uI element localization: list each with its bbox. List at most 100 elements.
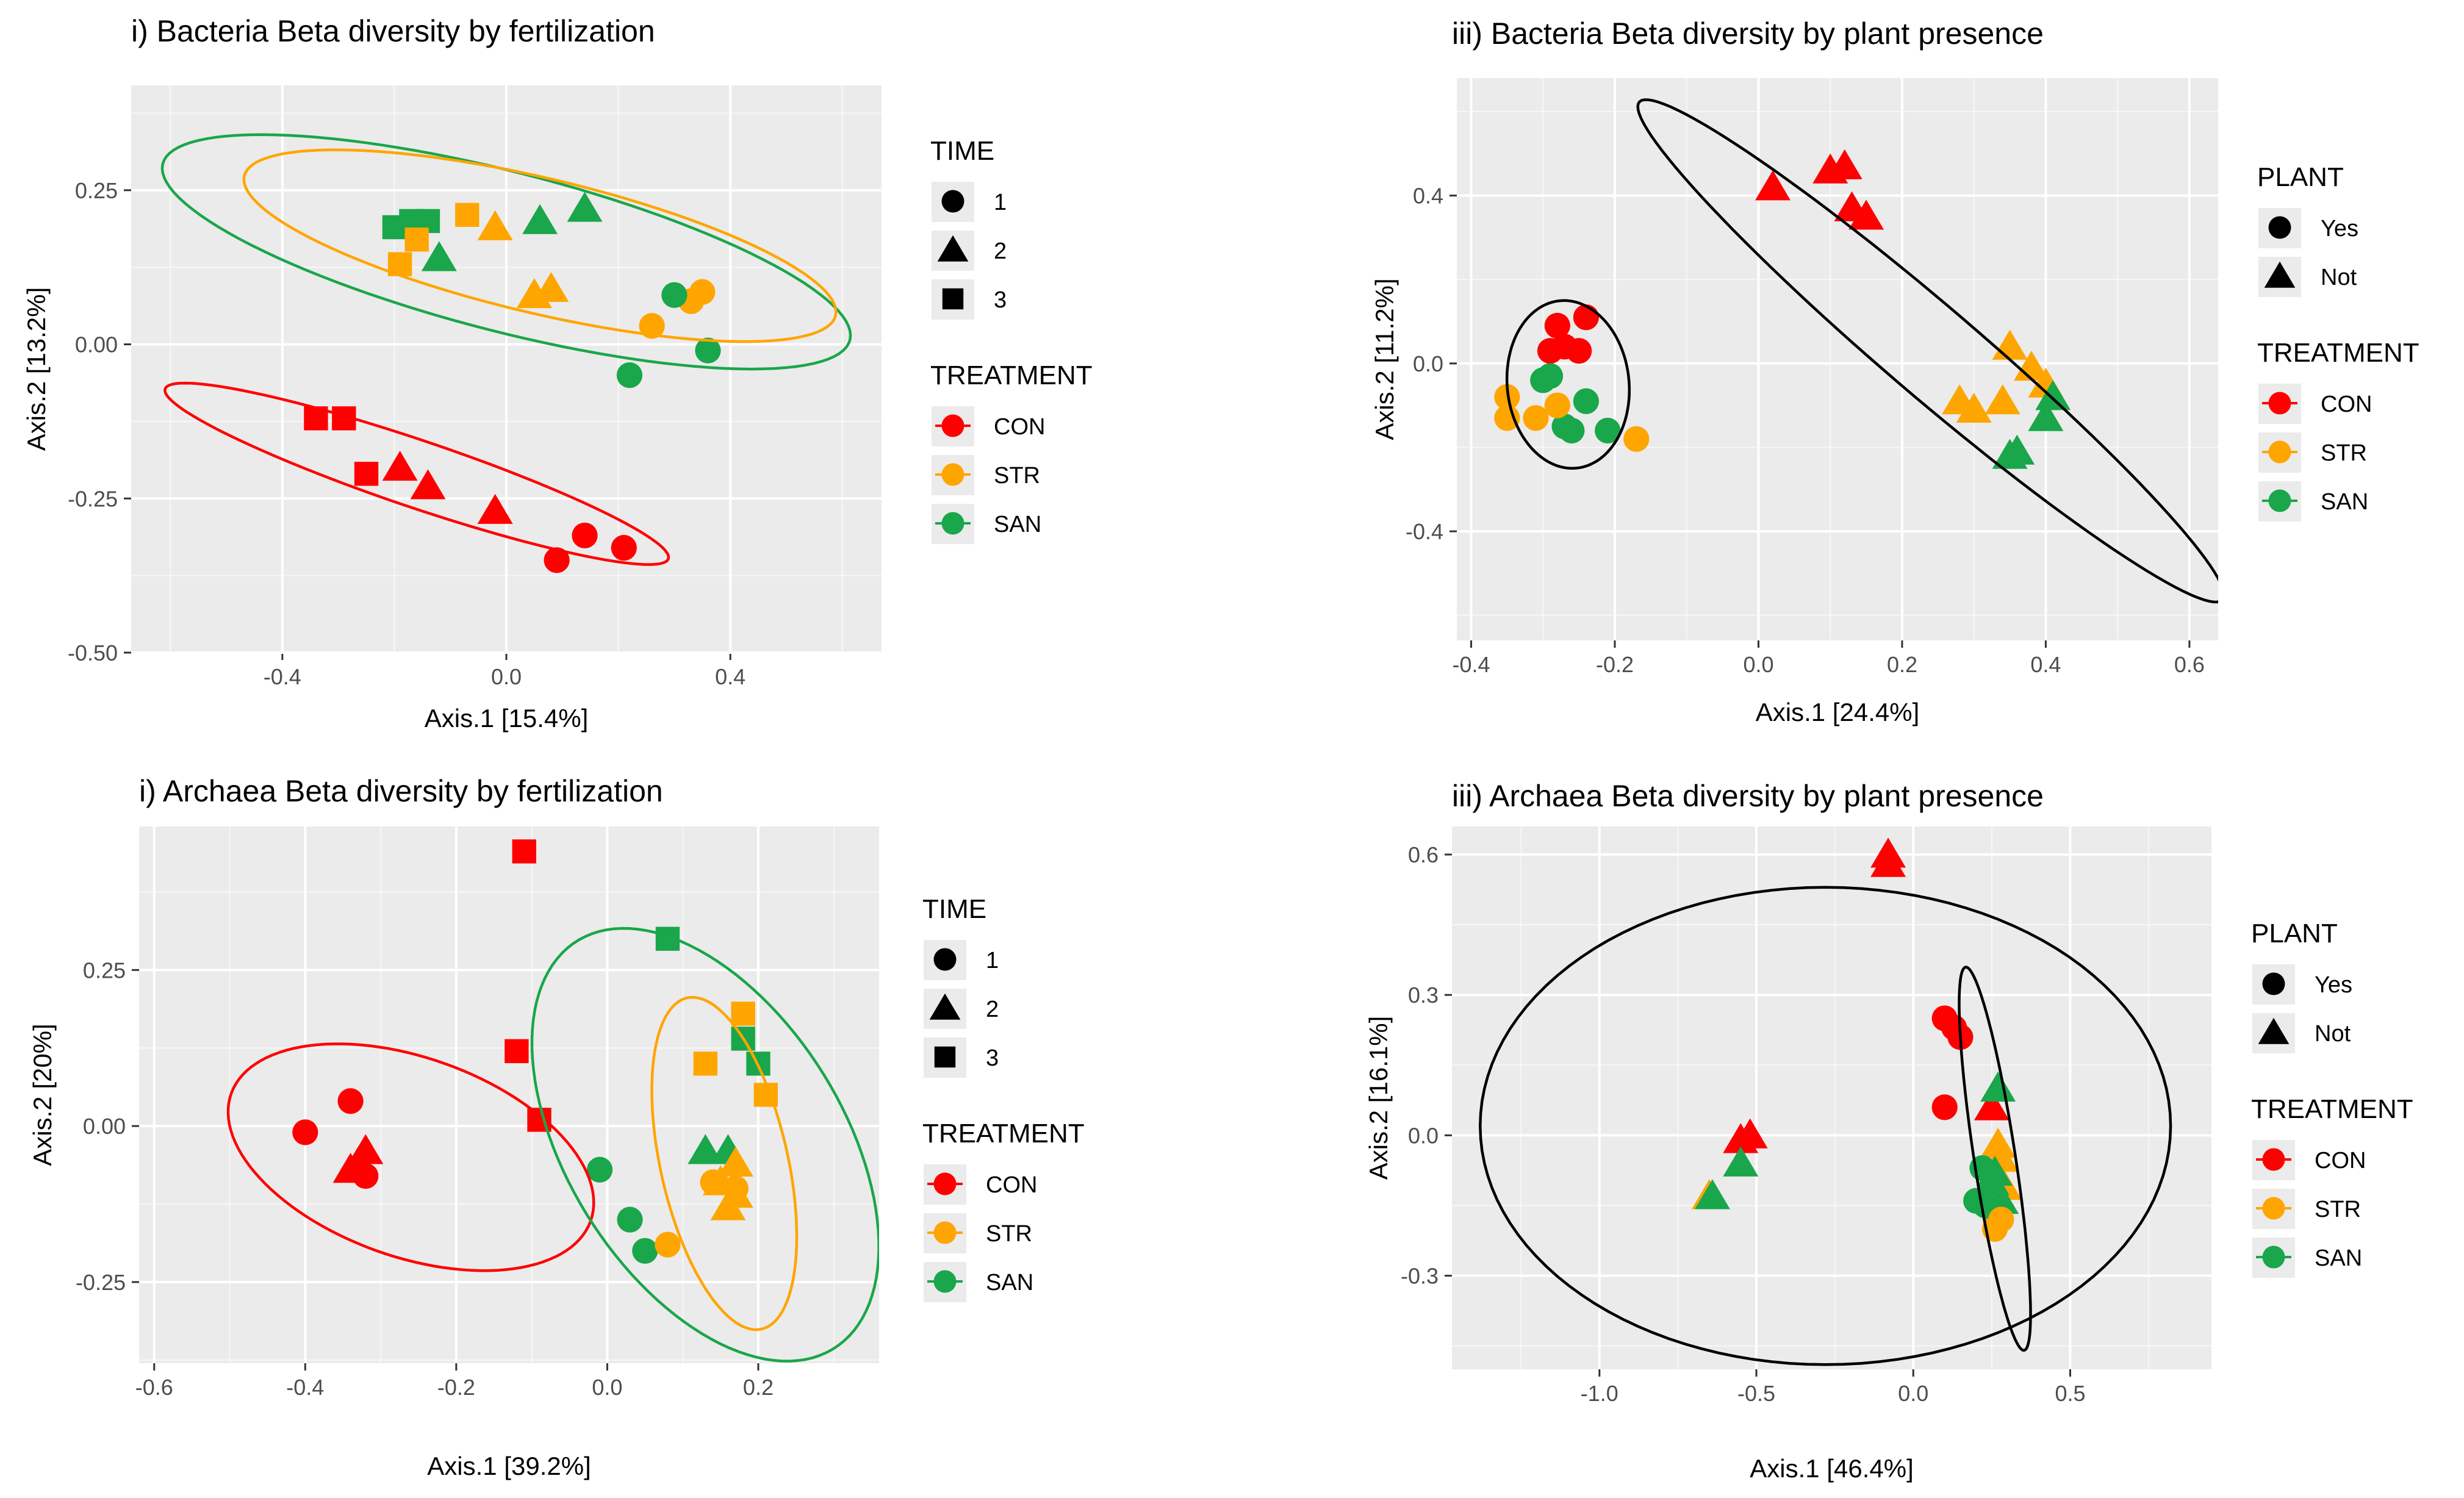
legend-item-label: 3 [986, 1045, 999, 1071]
legend-item-label: 1 [994, 190, 1007, 215]
legend-key-SAN [941, 512, 964, 535]
legend-item-label: Not [2315, 1021, 2351, 1047]
legend-title: PLANT [2257, 162, 2344, 192]
legend-item-label: SAN [994, 512, 1041, 537]
data-point-con-triangle [1732, 1118, 1768, 1149]
legend-title: TREATMENT [2257, 338, 2419, 368]
y-tick-label: -0.4 [1406, 519, 1443, 544]
legend-key-circle [2268, 216, 2291, 239]
data-point-con-triangle [410, 469, 446, 500]
data-point-san-circle [632, 1238, 658, 1264]
data-point-con-circle [1544, 312, 1570, 339]
y-tick-label: -0.3 [1401, 1264, 1439, 1289]
x-tick-label: -0.4 [1453, 652, 1490, 677]
legend-key-circle [941, 190, 964, 213]
legend-plant: PLANT Yes Not [2257, 162, 2358, 297]
legend-key-STR [2268, 440, 2291, 464]
x-tick-label: 0.5 [2055, 1381, 2085, 1406]
data-point-con-triangle [1974, 1090, 2010, 1120]
data-point-san-triangle [1723, 1146, 1759, 1177]
legend-key-SAN [2268, 489, 2291, 512]
legend-key-square [942, 288, 964, 310]
y-tick-label: 0.25 [83, 958, 126, 983]
legend-key-triangle [937, 235, 969, 262]
legend-item-label: CON [2315, 1148, 2366, 1174]
data-point-str-circle [700, 1169, 726, 1195]
confidence-ellipse-plant [1479, 886, 2172, 1366]
data-point-con-circle [337, 1088, 364, 1114]
data-layer [226, 839, 879, 1363]
data-point-con-triangle [1848, 199, 1884, 230]
x-tick-label: 0.0 [1898, 1381, 1928, 1406]
legend-key-CON [2262, 1148, 2285, 1171]
x-tick-label: 0.0 [592, 1375, 622, 1400]
data-point-san-triangle [1980, 1071, 2016, 1102]
legend-key-STR [941, 463, 964, 486]
data-point-str-circle [1494, 405, 1520, 431]
y-tick-label: 0.25 [75, 178, 118, 203]
legend-item-label: 2 [986, 997, 999, 1022]
data-point-san-circle [695, 337, 721, 364]
data-point-con-triangle [332, 1153, 368, 1183]
data-point-str-square [455, 202, 480, 227]
x-tick-label: -0.2 [437, 1375, 475, 1400]
confidence-ellipse-plant [1958, 966, 2032, 1352]
x-tick-label: -0.5 [1737, 1381, 1775, 1406]
legend-key-square [934, 1046, 956, 1068]
confidence-ellipse-str [242, 148, 838, 343]
data-point-con-square [354, 462, 379, 486]
y-axis-label: Axis.2 [13.2%] [22, 287, 51, 451]
data-point-san-triangle [421, 241, 457, 271]
chart-title: iii) Bacteria Beta diversity by plant pr… [1452, 16, 2044, 51]
data-point-str-triangle [2013, 351, 2049, 381]
data-layer [1479, 837, 2172, 1366]
data-point-san-triangle [2028, 401, 2064, 431]
x-axis-label: Axis.1 [15.4%] [425, 704, 588, 733]
confidence-ellipse-san [160, 133, 852, 371]
legend-item-label: 2 [994, 238, 1007, 264]
legend-item-label: Yes [2321, 216, 2358, 242]
y-tick-label: -0.25 [76, 1270, 126, 1295]
data-point-con-circle [544, 547, 570, 573]
legend-item-label: CON [994, 414, 1045, 440]
legend-key-STR [2262, 1197, 2285, 1220]
data-point-con-circle [572, 522, 598, 549]
x-tick-label: -0.6 [135, 1375, 173, 1400]
data-point-san-triangle [567, 192, 603, 222]
data-point-str-square [404, 228, 429, 252]
data-point-str-circle [1523, 405, 1549, 431]
data-point-con-triangle [477, 493, 513, 524]
data-point-str-circle [722, 1175, 749, 1202]
x-axis-label: Axis.1 [39.2%] [427, 1452, 591, 1480]
legend-item-label: Not [2321, 265, 2357, 290]
data-point-con-circle [1573, 304, 1600, 331]
legend-key-circle [933, 948, 957, 971]
legend-key-circle [2262, 972, 2285, 995]
data-point-con-circle [292, 1119, 318, 1145]
data-point-san-triangle [1992, 439, 2028, 469]
legend-item-label: STR [2315, 1197, 2361, 1222]
data-point-con-circle [1931, 1094, 1958, 1120]
x-tick-label: 0.4 [2030, 652, 2061, 677]
legend-title: PLANT [2251, 919, 2338, 948]
chart-title: iii) Archaea Beta diversity by plant pre… [1452, 779, 2044, 813]
data-point-san-circle [617, 1206, 643, 1233]
chart-panel-2: -0.4 -0.2 0.0 0.2 0.4 0.6 -0.4 0.0 0.4 iii) Bacte… [1370, 16, 2419, 726]
legend-key-CON [941, 414, 964, 437]
data-point-con-triangle [1870, 847, 1906, 877]
legend-title: TIME [930, 136, 994, 166]
chart-panel-1: -0.4 0.0 0.4 -0.50 -0.25 0.00 0.25 i) Bacteria … [22, 14, 1093, 733]
data-point-con-circle [1566, 338, 1592, 364]
data-point-str-triangle [1956, 392, 1992, 423]
y-tick-label: 0.0 [1413, 351, 1443, 376]
confidence-ellipse-plant [1505, 299, 1631, 470]
data-point-san-circle [1595, 417, 1621, 444]
legend-item-label: SAN [2321, 489, 2368, 515]
data-point-str-triangle [1980, 1128, 2016, 1158]
data-point-san-circle [616, 362, 643, 389]
legend-item-label: STR [986, 1221, 1032, 1247]
legend-item-label: STR [2321, 440, 2367, 466]
y-tick-label: 0.3 [1408, 983, 1439, 1008]
